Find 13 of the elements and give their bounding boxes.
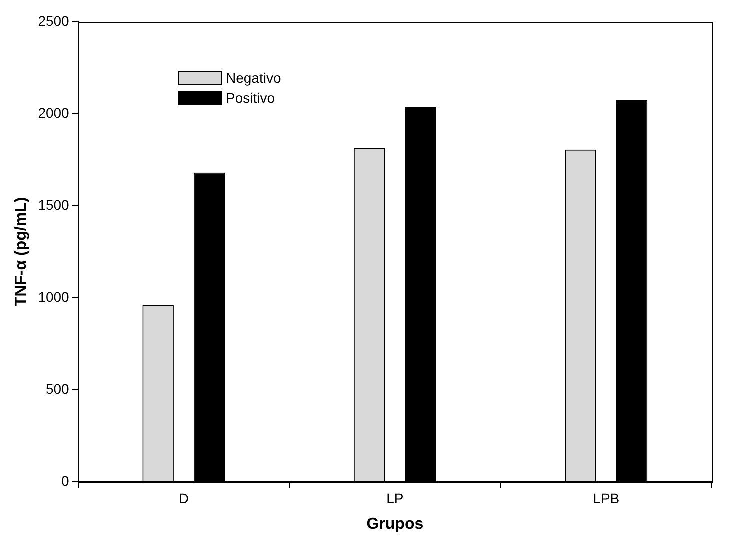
x-tick-label: LPB bbox=[593, 490, 620, 506]
x-tick-label: LP bbox=[386, 490, 404, 506]
y-tick-label: 2500 bbox=[38, 12, 70, 29]
y-tick-label: 2000 bbox=[38, 104, 70, 121]
legend-label: Positivo bbox=[226, 89, 276, 108]
y-axis-title: TNF-α (pg/mL) bbox=[13, 197, 30, 307]
y-tick-label: 1500 bbox=[38, 196, 70, 213]
x-tick-label: D bbox=[178, 490, 190, 506]
y-tick-label: 0 bbox=[62, 472, 70, 489]
y-tick-label: 500 bbox=[46, 380, 70, 397]
x-axis-title: Grupos bbox=[366, 516, 424, 533]
legend-label: Negativo bbox=[226, 69, 282, 88]
y-tick-label: 1000 bbox=[38, 288, 70, 305]
